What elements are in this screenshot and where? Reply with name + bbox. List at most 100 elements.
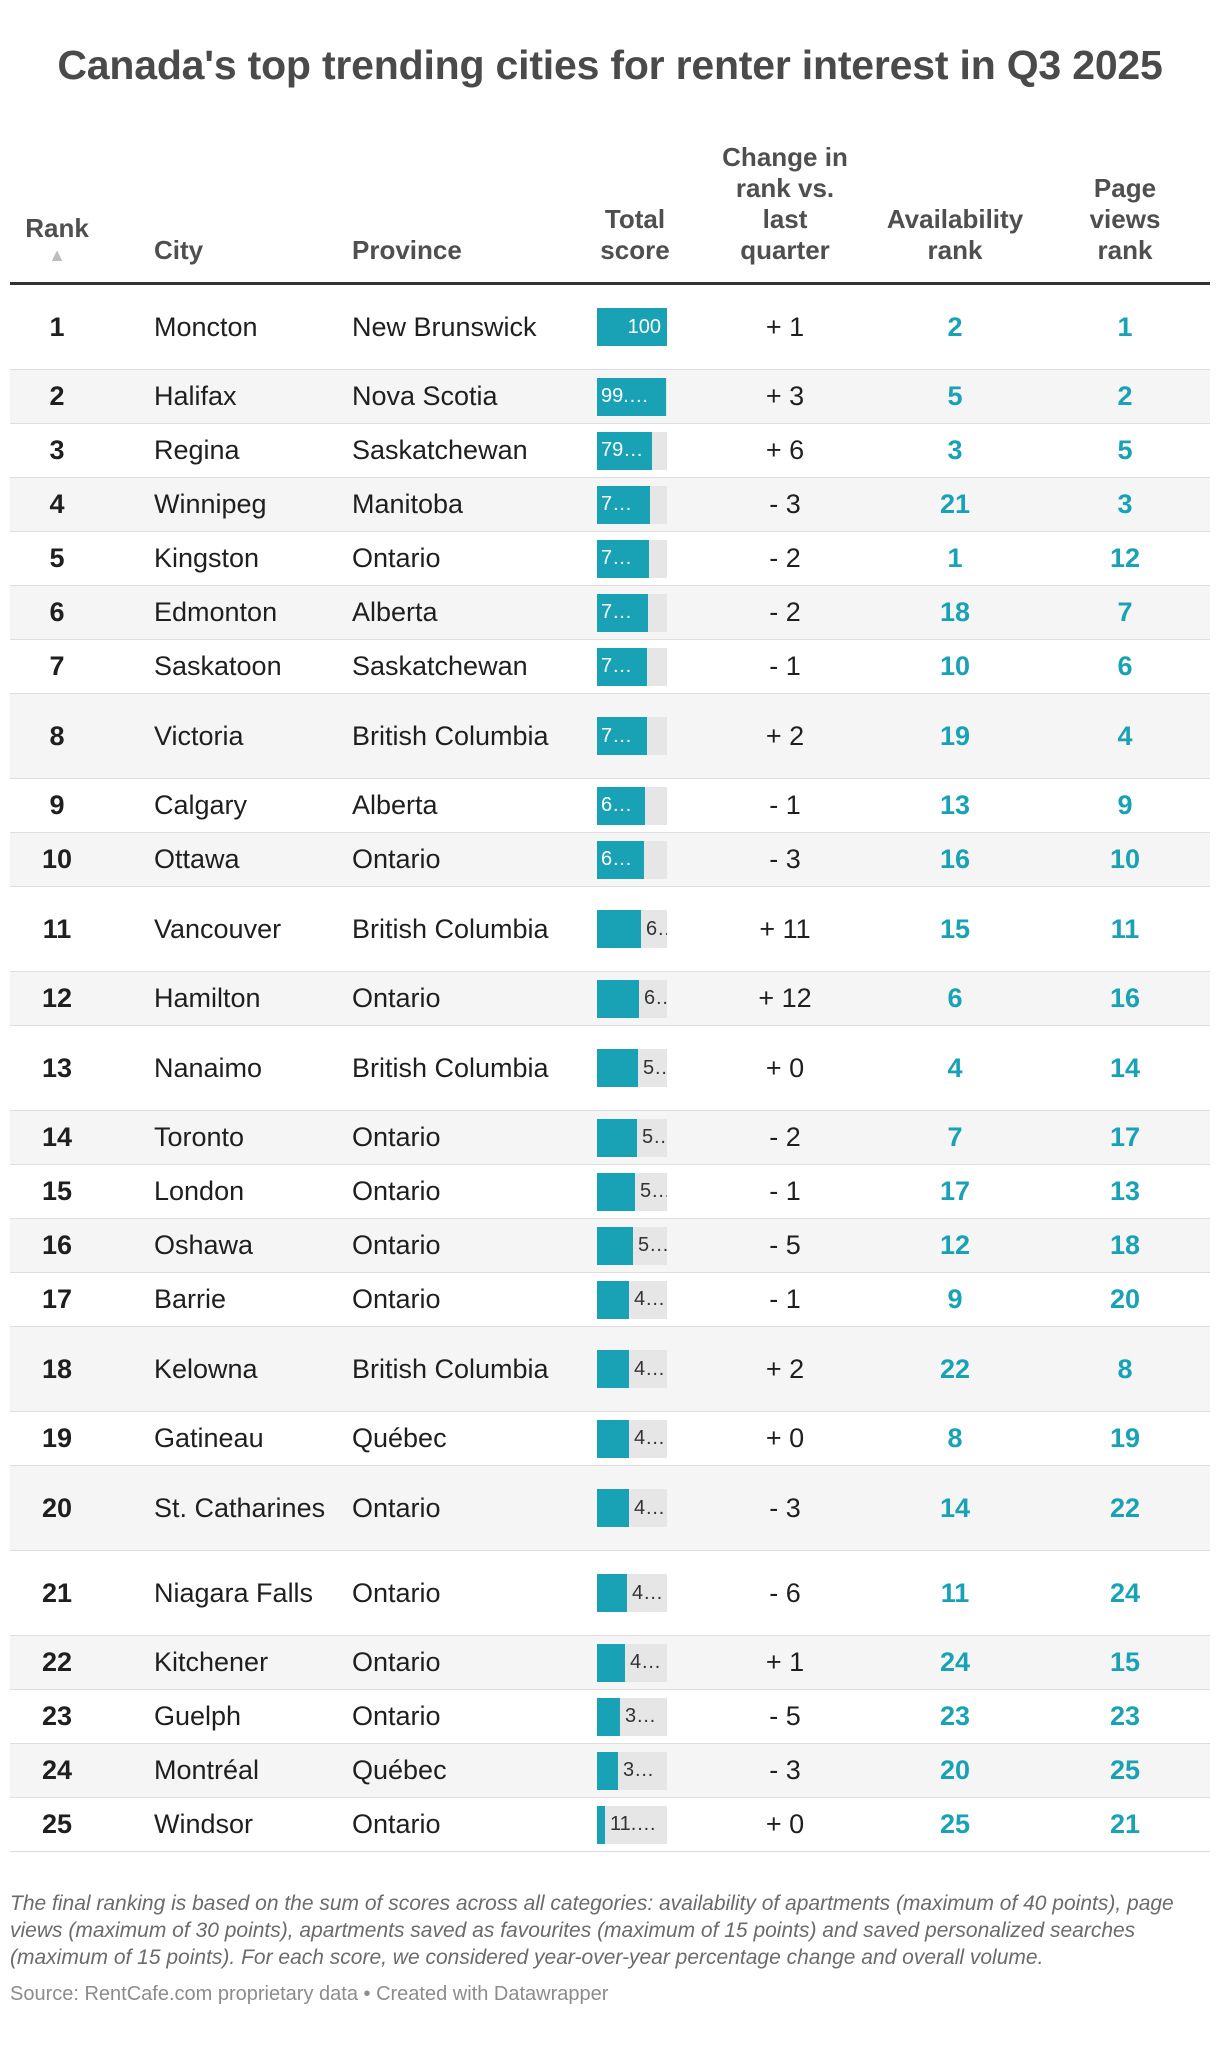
city-cell: Regina — [154, 435, 240, 465]
rank-cell: 11 — [42, 913, 72, 944]
rank-change-cell: + 1 — [765, 1647, 805, 1677]
score-bar — [597, 1049, 638, 1087]
rank-change-cell: + 1 — [765, 311, 805, 342]
score-cell: 4… — [597, 1466, 669, 1550]
table-row: 17 Barrie Ontario 4… - 1 9 20 — [10, 1273, 1210, 1327]
score-cell: 6… — [597, 779, 669, 832]
availability-rank-cell: 13 — [939, 790, 971, 820]
rank-change-cell: + 2 — [765, 720, 805, 751]
score-cell: 79… — [597, 424, 669, 477]
province-cell: Ontario — [352, 983, 441, 1013]
rank-cell: 14 — [41, 1122, 73, 1152]
score-label: 6… — [644, 987, 667, 1009]
province-cell: Ontario — [352, 1176, 441, 1206]
column-header-city[interactable]: City — [154, 235, 204, 265]
score-bar-track: 5… — [597, 1049, 667, 1087]
availability-rank-cell: 20 — [939, 1755, 971, 1785]
page-views-rank-cell: 19 — [1109, 1423, 1141, 1453]
rank-change-cell: + 2 — [765, 1353, 805, 1384]
city-cell: Vancouver — [154, 913, 282, 944]
page-views-rank-cell: 23 — [1109, 1701, 1141, 1731]
score-cell: 7… — [597, 532, 669, 585]
column-header-page-views[interactable]: Page views rank — [1089, 173, 1161, 265]
score-cell: 5… — [597, 1165, 669, 1218]
score-cell: 5… — [597, 1111, 669, 1164]
city-cell: Ottawa — [154, 844, 240, 874]
column-header-province[interactable]: Province — [352, 235, 462, 265]
rank-cell: 16 — [41, 1230, 73, 1260]
page-views-rank-cell: 14 — [1109, 1052, 1141, 1083]
score-cell: 3… — [597, 1690, 669, 1743]
province-cell: Nova Scotia — [352, 381, 498, 411]
rank-change-cell: - 5 — [769, 1230, 801, 1260]
rank-cell: 12 — [41, 983, 73, 1013]
score-label: 7… — [601, 493, 633, 515]
availability-rank-cell: 14 — [939, 1492, 971, 1523]
score-cell: 3… — [597, 1744, 669, 1797]
availability-rank-cell: 11 — [940, 1577, 970, 1608]
chart-container: Canada's top trending cities for renter … — [10, 0, 1210, 2007]
city-cell: Barrie — [154, 1284, 227, 1314]
page-views-rank-cell: 11 — [1110, 913, 1140, 944]
rank-change-cell: + 0 — [765, 1052, 805, 1083]
score-cell: 6… — [597, 833, 669, 886]
score-label: 7… — [601, 655, 633, 677]
score-bar — [597, 786, 645, 825]
availability-rank-cell: 2 — [947, 311, 963, 342]
table-header: Rank ▲ City Province Total score Change … — [10, 142, 1210, 285]
score-label: 5… — [642, 1126, 667, 1148]
score-bar-track: 4… — [597, 1489, 667, 1527]
score-bar — [597, 1118, 637, 1157]
score-label: 5… — [640, 1180, 667, 1202]
column-header-rank[interactable]: Rank ▲ — [10, 213, 104, 266]
rank-cell: 20 — [41, 1492, 73, 1523]
city-cell: St. Catharines — [154, 1492, 326, 1523]
city-cell: Edmonton — [154, 597, 278, 627]
province-cell: Ontario — [352, 1577, 441, 1608]
score-bar-track: 4… — [597, 1643, 667, 1682]
score-bar-track: 7… — [597, 593, 667, 632]
column-header-availability[interactable]: Availability rank — [886, 204, 1024, 265]
province-cell: New Brunswick — [352, 311, 537, 342]
score-bar-track: 7… — [597, 717, 667, 755]
page-views-rank-cell: 16 — [1109, 983, 1141, 1013]
score-cell: 11.… — [597, 1798, 669, 1851]
rank-cell: 24 — [41, 1755, 73, 1785]
page-views-rank-cell: 7 — [1117, 597, 1133, 627]
province-cell: British Columbia — [352, 1353, 549, 1384]
score-cell: 4… — [597, 1327, 669, 1411]
availability-rank-cell: 24 — [939, 1647, 971, 1677]
availability-rank-cell: 6 — [947, 983, 963, 1013]
score-bar-track: 4… — [597, 1350, 667, 1388]
page-views-rank-cell: 24 — [1109, 1577, 1141, 1608]
table-row: 25 Windsor Ontario 11.… + 0 25 21 — [10, 1798, 1210, 1852]
table-row: 9 Calgary Alberta 6… - 1 13 9 — [10, 779, 1210, 833]
rank-change-cell: + 12 — [758, 983, 812, 1013]
column-header-change[interactable]: Change in rank vs. last quarter — [722, 142, 848, 265]
availability-rank-cell: 7 — [947, 1122, 963, 1152]
column-header-rank-label: Rank — [25, 213, 89, 243]
rank-cell: 1 — [49, 311, 65, 342]
score-bar-track: 3… — [597, 1751, 667, 1790]
score-bar-track: 6… — [597, 979, 667, 1018]
score-label: 4… — [634, 1357, 666, 1380]
column-header-total-score[interactable]: Total score — [600, 204, 670, 265]
page-views-rank-cell: 13 — [1109, 1176, 1141, 1206]
table-row: 2 Halifax Nova Scotia 99.… + 3 5 2 — [10, 370, 1210, 424]
score-label: 7… — [601, 724, 633, 747]
rank-change-cell: + 3 — [765, 381, 805, 411]
page-views-rank-cell: 15 — [1109, 1647, 1141, 1677]
rank-cell: 7 — [49, 651, 65, 681]
score-cell: 7… — [597, 640, 669, 693]
table-row: 12 Hamilton Ontario 6… + 12 6 16 — [10, 972, 1210, 1026]
sort-ascending-icon[interactable]: ▲ — [48, 245, 66, 265]
city-cell: Hamilton — [154, 983, 261, 1013]
score-bar — [597, 308, 667, 346]
city-cell: Niagara Falls — [154, 1577, 314, 1608]
table-row: 19 Gatineau Québec 4… + 0 8 19 — [10, 1412, 1210, 1466]
rank-change-cell: - 1 — [769, 1284, 801, 1314]
availability-rank-cell: 1 — [947, 543, 963, 573]
score-cell: 4… — [597, 1551, 669, 1635]
province-cell: Ontario — [352, 1230, 441, 1260]
rank-change-cell: - 2 — [769, 597, 801, 627]
